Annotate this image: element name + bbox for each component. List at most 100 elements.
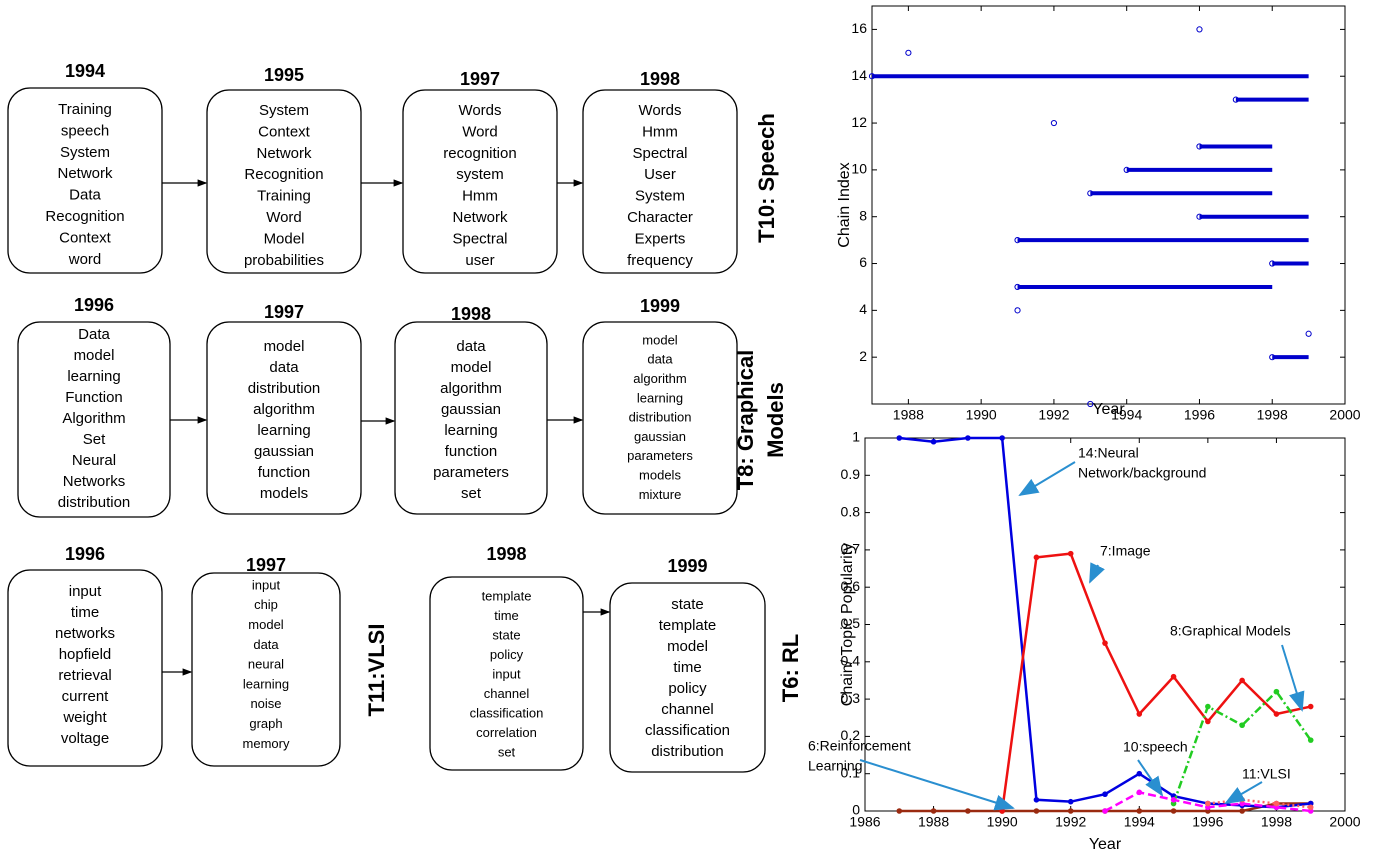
y-axis-label: Chain Index	[836, 162, 853, 247]
y-tick-label: 6	[859, 254, 867, 270]
y-tick-label: 0.4	[841, 653, 861, 669]
topic-word: data	[253, 637, 279, 652]
series-point	[1136, 770, 1143, 777]
topic-word: System	[259, 102, 309, 119]
series-point	[999, 808, 1005, 814]
topic-word: time	[71, 604, 99, 621]
topic-word: distribution	[58, 494, 131, 511]
topic-word: model	[264, 338, 305, 355]
series-point	[1239, 797, 1245, 803]
annotation: 10:speech	[1123, 739, 1188, 755]
annotation-arrow	[1137, 759, 1164, 797]
y-tick-label: 16	[851, 20, 867, 36]
chain-start	[1123, 166, 1130, 173]
year-label: 1997	[246, 555, 286, 575]
topic-word: policy	[668, 680, 707, 697]
topic-word: Spectral	[632, 145, 687, 162]
topic-word: Training	[257, 188, 311, 205]
series-point	[1239, 808, 1245, 814]
topic-word: channel	[484, 686, 530, 701]
series-point	[1033, 554, 1040, 561]
chain-start	[1196, 26, 1203, 33]
topic-word: data	[269, 359, 299, 376]
topic-word: algorithm	[440, 380, 502, 397]
topic-word: Word	[266, 209, 302, 226]
y-axis-label: Chain/ Topic Popularity	[839, 543, 856, 706]
year-label: 1996	[65, 544, 105, 564]
topic-word: retrieval	[58, 667, 111, 684]
annotation-arrow	[859, 759, 1015, 811]
series-point	[1205, 718, 1211, 725]
topic-word: Networks	[63, 473, 126, 490]
topic-word: model	[74, 347, 115, 364]
topic-word: learning	[67, 368, 120, 385]
series-point	[1239, 722, 1245, 729]
x-tick-label: 1992	[1055, 814, 1086, 830]
annotation: 14:Neural	[1078, 445, 1139, 461]
topic-word: gaussian	[441, 401, 501, 418]
y-tick-label: 0.6	[841, 578, 861, 594]
x-tick-label: 2000	[1329, 407, 1360, 423]
topic-word: parameters	[627, 448, 693, 463]
topic-word: models	[260, 485, 308, 502]
y-tick-label: 1	[852, 429, 860, 445]
topic-word: System	[635, 188, 685, 205]
topic-word: policy	[490, 647, 524, 662]
y-tick-label: 10	[851, 161, 867, 177]
chain-start	[1014, 283, 1021, 291]
x-axis-label: Year	[1092, 401, 1125, 418]
topic-word: Recognition	[45, 208, 124, 225]
topic-word: template	[659, 617, 717, 634]
x-tick-label: 1990	[987, 814, 1018, 830]
x-tick-label: 1996	[1184, 407, 1215, 423]
annotation: Network/background	[1078, 465, 1206, 481]
x-tick-label: 2000	[1329, 814, 1360, 830]
y-tick-label: 0.1	[841, 764, 861, 780]
y-tick-label: 0.3	[841, 690, 861, 706]
x-tick-label: 1994	[1124, 814, 1155, 830]
y-tick-label: 14	[851, 67, 867, 83]
annotation: 6:Reinforcement	[808, 738, 911, 754]
topic-word: distribution	[651, 743, 724, 760]
topic-word: algorithm	[253, 401, 315, 418]
topic-word: Hmm	[462, 188, 498, 205]
x-tick-label: 1998	[1261, 814, 1292, 830]
topic-word: current	[62, 688, 110, 705]
y-tick-label: 0.8	[841, 503, 861, 519]
topic-word: Network	[452, 209, 508, 226]
series-point	[1102, 640, 1108, 646]
topic-word: user	[465, 252, 494, 269]
topic-word: neural	[248, 657, 284, 672]
annotation: 8:Graphical Models	[1170, 623, 1291, 639]
topic-word: Words	[458, 102, 501, 119]
chain-start	[1232, 96, 1239, 103]
annotation: 11:VLSI	[1242, 766, 1291, 782]
topic-word: model	[248, 617, 284, 632]
chain-start	[1050, 119, 1058, 127]
topic-word: model	[451, 359, 492, 376]
x-tick-label: 1988	[918, 814, 949, 830]
topic-word: Experts	[635, 230, 686, 247]
annotation-arrow	[1089, 562, 1105, 584]
x-tick-label: 1986	[849, 814, 880, 830]
topic-word: Words	[638, 102, 681, 119]
chain-start	[1196, 213, 1203, 220]
y-tick-label: 0.2	[841, 727, 861, 743]
chain-start	[1269, 354, 1276, 361]
topic-word: input	[492, 666, 521, 681]
series-point	[1067, 550, 1074, 557]
topic-word: voltage	[61, 730, 109, 747]
annotation-arrow	[1224, 781, 1263, 805]
year-label: 1999	[667, 556, 707, 576]
year-label: 1996	[74, 295, 114, 315]
topic-box	[429, 576, 584, 771]
series-line	[1000, 552, 1311, 812]
y-tick-label: 8	[859, 207, 867, 223]
chain-start	[1014, 307, 1021, 314]
topic-word: distribution	[248, 380, 321, 397]
year-label: 1997	[264, 302, 304, 322]
topic-label: T8: Graphical	[733, 350, 758, 491]
topic-word: distribution	[629, 410, 692, 425]
chain-start	[1196, 143, 1203, 150]
